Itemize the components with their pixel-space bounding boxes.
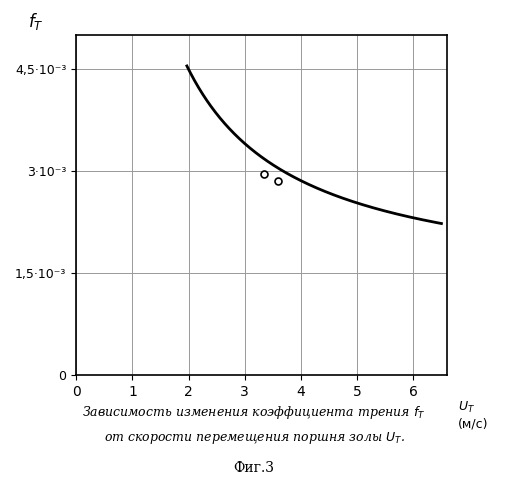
- Text: $U_T$
(м/с): $U_T$ (м/с): [458, 400, 489, 430]
- Text: $f_T$: $f_T$: [28, 10, 44, 31]
- Text: от скорости перемещения поршня золы $U_T$.: от скорости перемещения поршня золы $U_T…: [104, 430, 404, 446]
- Text: Фиг.3: Фиг.3: [234, 460, 274, 474]
- Text: Зависимость изменения коэффициента трения $f_T$: Зависимость изменения коэффициента трени…: [82, 404, 426, 421]
